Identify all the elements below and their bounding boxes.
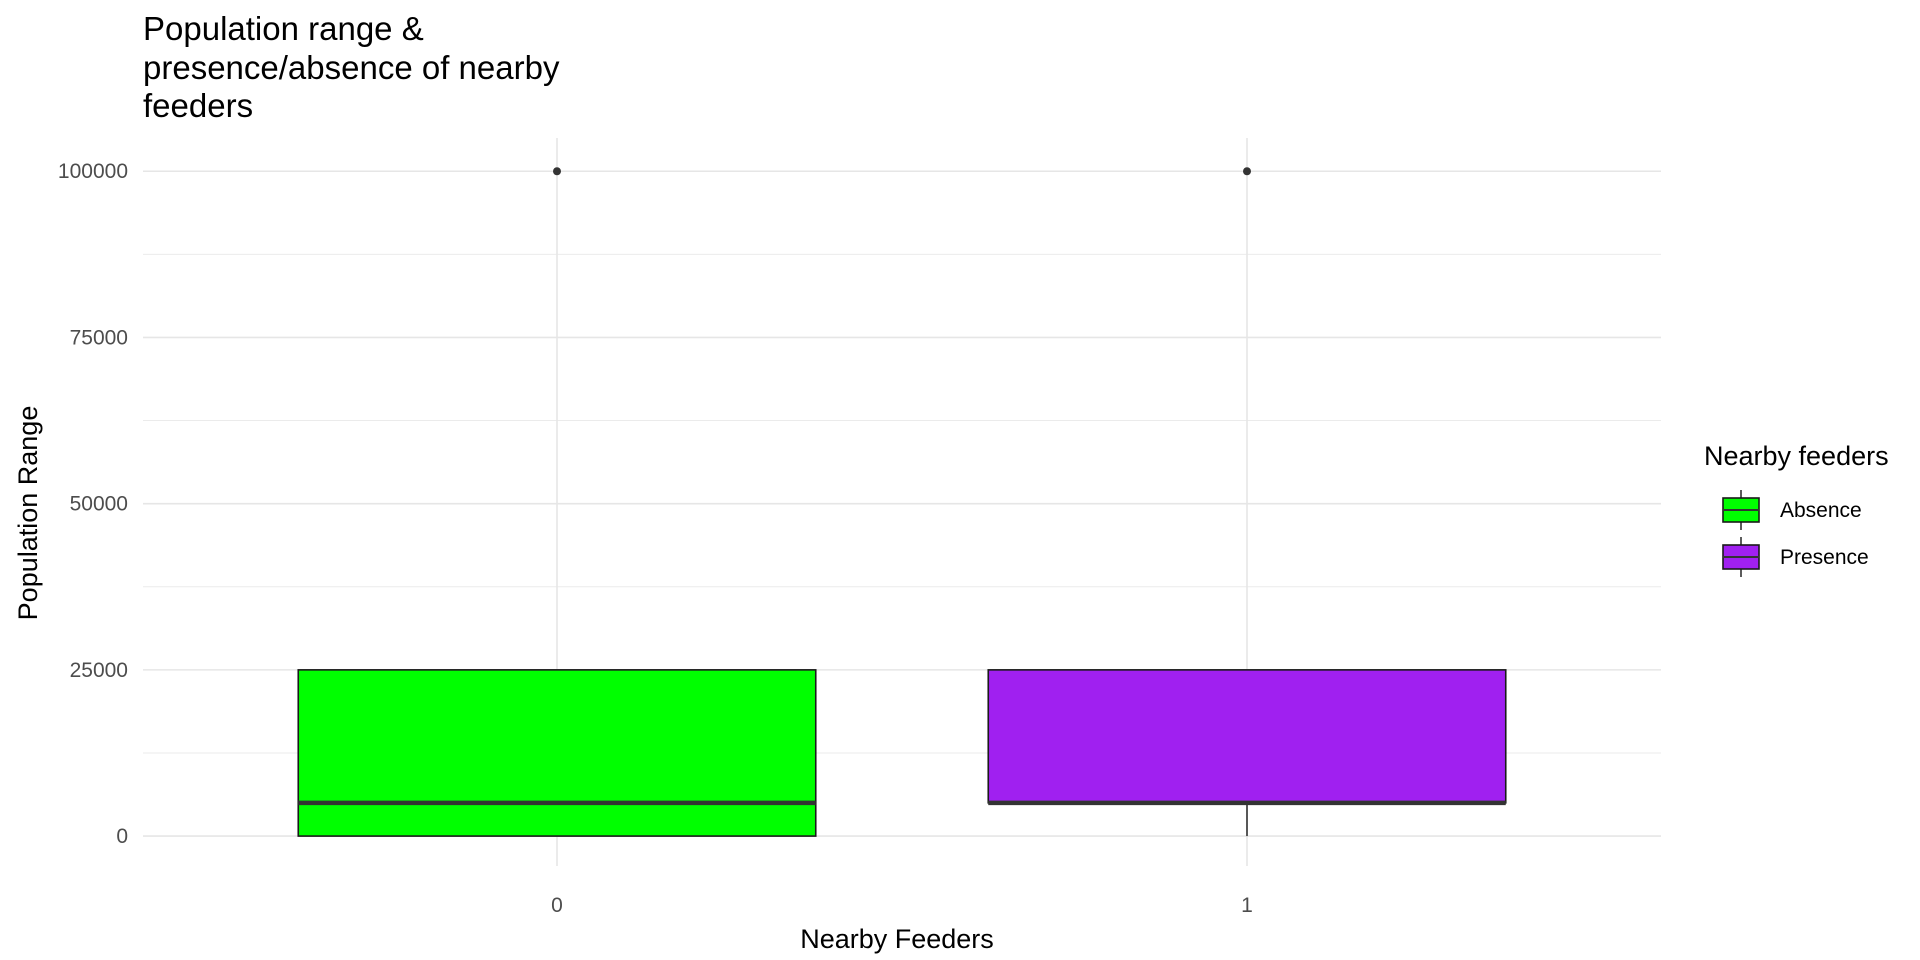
chart-title-line-1: Population range & — [143, 10, 424, 47]
x-tick-label: 1 — [1241, 894, 1253, 917]
legend-label: Presence — [1780, 546, 1869, 569]
box-presence — [987, 167, 1507, 837]
x-tick-label: 0 — [551, 894, 563, 917]
y-tick-label: 25000 — [70, 659, 128, 682]
legend-items: Absence Presence — [1722, 490, 1869, 577]
legend: Nearby feeders Absence Presence — [1704, 441, 1889, 577]
legend-item-presence: Presence — [1722, 537, 1869, 577]
y-tick-label: 0 — [116, 825, 128, 848]
box-body — [297, 669, 817, 837]
chart-title: Population range & presence/absence of n… — [143, 10, 560, 124]
chart-title-line-3: feeders — [143, 87, 253, 124]
outlier-point — [1243, 167, 1251, 176]
legend-label: Absence — [1780, 499, 1862, 522]
y-tick-label: 100000 — [58, 160, 128, 183]
box-body — [987, 669, 1507, 804]
y-tick-label: 50000 — [70, 493, 128, 516]
y-tick-label: 75000 — [70, 326, 128, 349]
y-axis-ticks: 0 25000 50000 75000 100000 — [58, 160, 128, 848]
chart-title-line-2: presence/absence of nearby — [143, 49, 560, 86]
y-axis-title: Population Range — [13, 406, 43, 621]
legend-item-absence: Absence — [1722, 490, 1862, 530]
plot-area — [297, 167, 1507, 837]
legend-title: Nearby feeders — [1704, 441, 1889, 471]
outlier-point — [553, 167, 561, 176]
box-absence — [297, 167, 817, 837]
x-axis-title: Nearby Feeders — [800, 924, 994, 954]
